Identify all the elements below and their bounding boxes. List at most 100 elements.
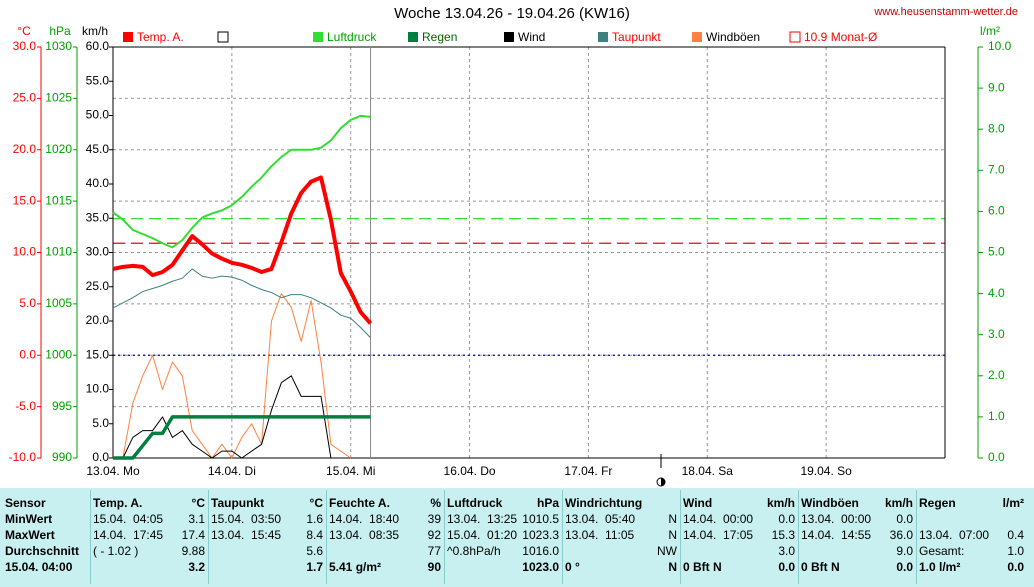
table-value: 3.1 [188, 512, 205, 526]
table-value: 92 [427, 528, 441, 542]
table-value: 1023.3 [522, 528, 559, 542]
column-separator [798, 490, 799, 584]
table-value: 1016.0 [522, 544, 559, 558]
table-value: 1.0 [1007, 544, 1024, 558]
y-tick-label: 995 [52, 399, 72, 413]
table-value: 1.7 [306, 560, 323, 574]
table-header: Windrichtung [565, 496, 643, 510]
table-cell: ( - 1.02 ) [93, 544, 139, 558]
table-cell: Windböen [801, 496, 859, 510]
table-cell: 15.04. 04:05 [93, 512, 164, 526]
table-cell: 13.04. 07:00 [919, 528, 990, 542]
table-value: 5.6 [306, 544, 323, 558]
table-cell: Temp. A. [93, 496, 143, 510]
site-link[interactable]: www.heusenstamm-wetter.de [873, 6, 1018, 18]
legend-box [789, 31, 801, 43]
table-cell: 15.04. 03:50 [211, 512, 282, 526]
y-tick-label: 5.0 [92, 416, 109, 430]
table-value: 0.0 [778, 560, 795, 574]
table-value: 77 [427, 544, 441, 558]
table-cell: 0 Bft N [683, 560, 722, 574]
x-tick-label: 16.04. Do [444, 464, 496, 478]
table-value: 15.3 [771, 528, 795, 542]
y-tick-label: 55.0 [86, 73, 110, 87]
y-tick-label: 30.0 [13, 39, 37, 53]
y-tick-label: 1015 [45, 193, 72, 207]
data-table: Sensor Temp. A. °C Taupunkt °C Feuchte A.% Luf… [0, 488, 1034, 587]
table-value: l/m² [1002, 496, 1024, 510]
table-value: °C [309, 496, 323, 510]
y2-tick-label: 0.0 [988, 450, 1005, 464]
y2-tick-label: 7.0 [988, 162, 1005, 176]
series-line [113, 293, 351, 459]
table-value: N [668, 560, 677, 574]
y-tick-label: 20.0 [13, 142, 37, 156]
legend-label: Temp. A. [137, 30, 184, 44]
table-cell: 13.04. 15:45 [211, 528, 282, 542]
table-value: % [430, 496, 441, 510]
y-tick-label: 25.0 [13, 91, 37, 105]
table-value: 0.0 [778, 512, 795, 526]
table-cell: Sensor [5, 496, 46, 510]
table-cell: 13.04. 13:25 [447, 512, 518, 526]
y-tick-label: 5.0 [19, 296, 36, 310]
y2-tick-label: 6.0 [988, 204, 1005, 218]
table-value: km/h [766, 496, 795, 510]
table-value: NW [657, 544, 677, 558]
table-cell: Taupunkt [211, 496, 265, 510]
table-value: 0.0 [896, 560, 913, 574]
axis-unit: hPa [49, 24, 71, 38]
table-value: 1010.5 [522, 512, 559, 526]
table-cell: 5.41 g/m² [329, 560, 382, 574]
chart-title: Woche 13.04.26 - 19.04.26 (KW16) [394, 5, 630, 22]
table-cell: ^0.8hPa/h [447, 544, 501, 558]
column-separator [444, 490, 445, 584]
y-tick-label: 1025 [45, 91, 72, 105]
y-tick-label: 45.0 [86, 142, 110, 156]
x-tick-label: 17.04. Fr [564, 464, 612, 478]
table-value: 0.0 [1007, 560, 1024, 574]
column-separator [680, 490, 681, 584]
y-tick-label: 25.0 [86, 279, 110, 293]
y2-tick-label: 8.0 [988, 121, 1005, 135]
table-cell: 14.04. 17:45 [93, 528, 164, 542]
table-value: 90 [427, 560, 441, 574]
table-cell: 14.04. 17:05 [683, 528, 754, 542]
y-tick-label: 35.0 [86, 210, 110, 224]
y-tick-label: 1030 [45, 39, 72, 53]
legend-label: Windböen [706, 30, 760, 44]
table-cell: 15.04. 01:20 [447, 528, 518, 542]
legend-label: Wind [518, 30, 545, 44]
table-cell: Durchschnitt [5, 544, 80, 558]
y-tick-label: 1000 [45, 347, 72, 361]
x-tick-label: 19.04. So [800, 464, 852, 478]
table-cell: 14.04. 00:00 [683, 512, 754, 526]
y2-tick-label: 4.0 [988, 286, 1005, 300]
table-value: hPa [536, 496, 559, 510]
legend-label: Regen [422, 30, 457, 44]
table-value: 39 [427, 512, 441, 526]
legend-swatch [504, 32, 514, 42]
x-tick-label: 15.04. Mi [326, 464, 375, 478]
table-cell: 15.04. 04:00 [5, 560, 73, 574]
table-value: km/h [884, 496, 913, 510]
table-value: 36.0 [889, 528, 913, 542]
table-cell: 13.04. 08:35 [329, 528, 400, 542]
table-value: N [668, 528, 677, 542]
table-value: 3.2 [188, 560, 205, 574]
y2-tick-label: 1.0 [988, 409, 1005, 423]
table-cell: 1.0 l/m² [919, 560, 961, 574]
y-tick-label: 0.0 [19, 347, 36, 361]
series-line [112, 268, 371, 339]
y-tick-label: 1010 [45, 245, 72, 259]
y-tick-label: 15.0 [13, 193, 37, 207]
series-line [112, 114, 371, 249]
column-separator [90, 490, 91, 584]
legend-swatch [123, 32, 133, 42]
table-cell: MaxWert [5, 528, 55, 542]
table-value: 1023.0 [522, 560, 559, 574]
moon-icon [661, 478, 665, 486]
column-separator [562, 490, 563, 584]
table-cell: MinWert [5, 512, 53, 526]
